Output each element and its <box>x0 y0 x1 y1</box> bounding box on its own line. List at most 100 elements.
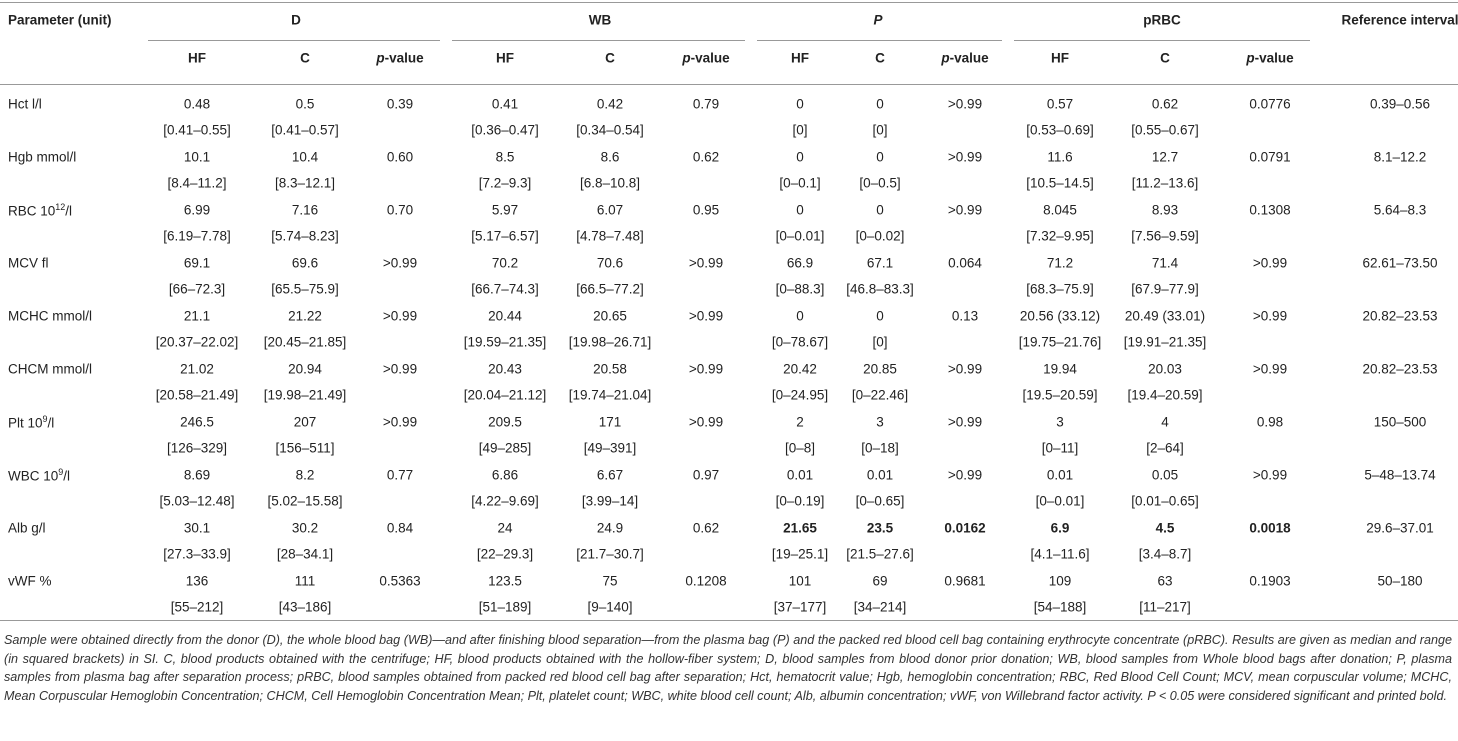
range-cell: [4.1–11.6] <box>1030 546 1090 561</box>
subheader: HF <box>496 50 514 66</box>
median-cell: 69 <box>872 573 888 589</box>
parameter-part: Hct l/l <box>8 96 42 112</box>
range-cell: [0–0.1] <box>779 175 821 190</box>
range-cell: [4.22–9.69] <box>471 493 539 508</box>
range-cell: [9–140] <box>587 599 633 614</box>
median-cell: 21.02 <box>180 361 214 377</box>
range-cell: [19.74–21.04] <box>568 387 652 402</box>
median-cell: >0.99 <box>688 255 724 271</box>
range-cell: [34–214] <box>853 599 907 614</box>
median-cell: 0.97 <box>692 467 720 483</box>
median-cell: >0.99 <box>382 308 418 324</box>
header-rule <box>0 84 1458 85</box>
median-cell: 10.4 <box>291 149 319 165</box>
range-cell: [0.36–0.47] <box>471 122 539 137</box>
median-cell: 21.1 <box>183 308 211 324</box>
range-cell: [0.01–0.65] <box>1131 493 1199 508</box>
parameter-part: MCV fl <box>8 255 49 271</box>
median-cell: 123.5 <box>488 573 522 589</box>
median-cell: 0 <box>796 96 804 112</box>
median-cell: 111 <box>294 573 316 589</box>
range-cell: [5.74–8.23] <box>271 228 339 243</box>
range-cell: [68.3–75.9] <box>1026 281 1094 296</box>
median-cell: 20.65 <box>593 308 627 324</box>
median-cell: 4 <box>1161 414 1169 430</box>
median-cell: 75 <box>602 573 618 589</box>
median-cell: >0.99 <box>947 414 983 430</box>
bottom-rule <box>0 620 1458 621</box>
median-cell: 0.98 <box>1256 414 1284 430</box>
median-cell: 0 <box>796 202 804 218</box>
median-cell: 20.42 <box>783 361 817 377</box>
range-cell: [0.41–0.55] <box>163 122 231 137</box>
reference-cell: 62.61–73.50 <box>1362 255 1438 271</box>
median-cell: 63 <box>1157 573 1173 589</box>
parameter-part: RBC 10 <box>8 203 56 219</box>
subheader-part: -value <box>1254 50 1294 66</box>
median-cell: 8.045 <box>1043 202 1077 218</box>
subheader-part: p <box>1246 50 1255 66</box>
median-cell: 0.9681 <box>944 573 986 589</box>
median-cell: 19.94 <box>1043 361 1077 377</box>
group-rule <box>452 40 745 41</box>
median-cell: 209.5 <box>488 414 522 430</box>
median-cell: 8.6 <box>600 149 620 165</box>
subheader-part: -value <box>384 50 424 66</box>
median-cell: 23.5 <box>866 520 894 536</box>
range-cell: [11–217] <box>1139 599 1191 614</box>
median-cell: 0 <box>876 149 884 165</box>
subheader-part: -value <box>690 50 730 66</box>
group-rule <box>1014 40 1310 41</box>
range-cell: [19.59–21.35] <box>463 334 547 349</box>
median-cell: 0.13 <box>951 308 979 324</box>
median-cell: 0.57 <box>1046 96 1074 112</box>
range-cell: [8.3–12.1] <box>274 175 336 190</box>
median-cell: 0.01 <box>1046 467 1074 483</box>
range-cell: [0–0.5] <box>859 175 901 190</box>
range-cell: [37–177] <box>773 599 827 614</box>
subheader-part: p <box>376 50 385 66</box>
median-cell: 0.1208 <box>685 573 727 589</box>
range-cell: [19.98–21.49] <box>263 387 347 402</box>
range-cell: [49–285] <box>478 440 532 455</box>
median-cell: 0.0162 <box>944 520 986 536</box>
range-cell: [0.41–0.57] <box>271 122 339 137</box>
median-cell: 0 <box>876 308 884 324</box>
group-header: WB <box>588 12 612 28</box>
median-cell: 11.6 <box>1047 149 1073 165</box>
subheader: p-value <box>941 51 988 66</box>
median-cell: 6.99 <box>183 202 211 218</box>
median-cell: 0.01 <box>866 467 894 483</box>
range-cell: [5.17–6.57] <box>471 228 539 243</box>
subheader: p-value <box>1246 51 1293 66</box>
median-cell: >0.99 <box>947 202 983 218</box>
range-cell: [3.4–8.7] <box>1138 546 1192 561</box>
subheader: C <box>875 50 885 66</box>
median-cell: 101 <box>788 573 812 589</box>
range-cell: [66.7–74.3] <box>471 281 539 296</box>
range-cell: [0–0.01] <box>1035 493 1085 508</box>
reference-cell: 50–180 <box>1377 573 1423 589</box>
footnote: Sample were obtained directly from the d… <box>4 633 1452 703</box>
parameter-part: 9 <box>58 466 64 477</box>
median-cell: 7.16 <box>291 202 319 218</box>
median-cell: 171 <box>598 414 622 430</box>
median-cell: 3 <box>876 414 884 430</box>
median-cell: 0 <box>796 149 804 165</box>
range-cell: [67.9–77.9] <box>1131 281 1199 296</box>
median-cell: 8.93 <box>1151 202 1179 218</box>
top-rule <box>0 2 1458 3</box>
range-cell: [8.4–11.2] <box>167 175 227 190</box>
median-cell: 0.0791 <box>1249 149 1291 165</box>
median-cell: >0.99 <box>382 414 418 430</box>
median-cell: >0.99 <box>1252 308 1288 324</box>
median-cell: 69.1 <box>183 255 211 271</box>
median-cell: 0.79 <box>692 96 720 112</box>
range-cell: [156–511] <box>275 440 335 455</box>
range-cell: [0–0.19] <box>775 493 825 508</box>
parameter-part: 9 <box>42 413 48 424</box>
median-cell: 20.94 <box>288 361 322 377</box>
range-cell: [0] <box>872 334 888 349</box>
range-cell: [0–78.67] <box>771 334 829 349</box>
